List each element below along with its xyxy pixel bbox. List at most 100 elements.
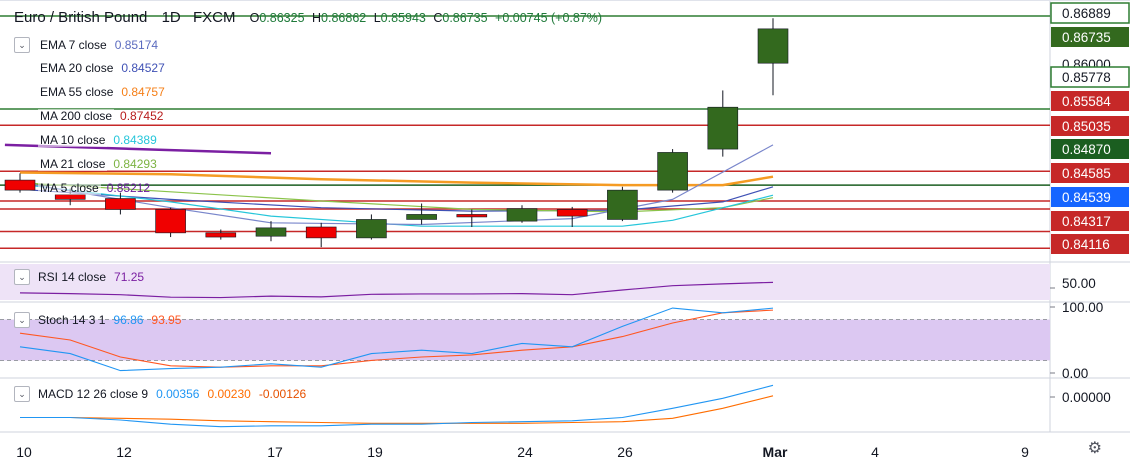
price-label: 0.84585: [1051, 163, 1129, 183]
indicator-label: EMA 7 close: [38, 38, 109, 52]
price-label: 0.85584: [1051, 91, 1129, 111]
chevron-down-icon[interactable]: ⌄: [14, 37, 30, 53]
candle-body: [456, 214, 488, 218]
macd-line: [20, 384, 774, 428]
ma-line: [19, 144, 774, 226]
gear-icon[interactable]: ⚙: [1087, 440, 1102, 457]
indicator-legend-item[interactable]: MA 5 close 0.85212: [14, 178, 150, 198]
stoch-k-line: [19, 307, 774, 372]
exchange: FXCM: [192, 9, 236, 26]
indicator-label: MA 21 close: [38, 157, 108, 171]
indicator-value: 0.84757: [121, 85, 165, 99]
candle-body: [506, 208, 538, 222]
price-label-bg: [1051, 91, 1129, 111]
rsi-line: [19, 281, 774, 299]
indicator-label: MA 10 close: [38, 133, 108, 147]
symbol-name[interactable]: Euro / British Pound: [14, 9, 148, 26]
symbol-header: Euro / British Pound 1D FXCM O0.86325 H0…: [14, 9, 602, 26]
time-axis-label: 19: [367, 444, 383, 460]
time-axis-label: 10: [16, 444, 32, 460]
indicator-value: 0.87452: [120, 109, 164, 123]
price-label: 0.86735: [1051, 27, 1129, 47]
stoch-legend[interactable]: ⌄ Stoch 14 3 1 96.86 93.95: [14, 312, 181, 328]
ohlc-values: O0.86325 H0.86862 L0.85943 C0.86735 +0.0…: [249, 11, 603, 25]
price-label: 0.85778: [1050, 66, 1130, 88]
candle-body: [607, 189, 638, 220]
rsi-band: [0, 264, 1050, 300]
price-label-text: 0.86889: [1062, 6, 1111, 21]
candle-body: [205, 232, 237, 238]
pane-axis-label: 100.00: [1062, 300, 1103, 315]
chevron-down-icon[interactable]: ⌄: [14, 386, 30, 402]
price-label: 0.84116: [1051, 234, 1129, 254]
candle-body: [105, 198, 136, 210]
candles: [4, 18, 789, 248]
indicator-label: EMA 20 close: [38, 61, 116, 75]
candle-body: [255, 227, 287, 237]
price-label: 0.86889: [1050, 2, 1130, 24]
price-label-bg: [1051, 211, 1129, 231]
price-label-text: 0.84870: [1062, 142, 1111, 157]
price-label-bg: [1050, 2, 1130, 24]
time-axis-label: 9: [1021, 444, 1029, 460]
indicator-legend-item[interactable]: MA 21 close 0.84293: [14, 154, 157, 174]
candle-body: [305, 226, 337, 239]
time-axis: 10 12 17 19 24 26 Mar 4 9: [16, 444, 1029, 460]
rsi-legend[interactable]: ⌄ RSI 14 close 71.25: [14, 269, 144, 285]
candle-body: [556, 209, 588, 217]
stoch-d-line: [19, 309, 774, 368]
pane-axis-label: 50.00: [1062, 276, 1096, 291]
ma-line: [19, 171, 774, 187]
price-label-text: 0.84539: [1062, 190, 1111, 205]
indicator-panes: [0, 264, 1050, 428]
price-label-bg: [1051, 234, 1129, 254]
indicator-value: 0.84293: [113, 157, 157, 171]
indicator-legend-item[interactable]: MA 200 close 0.87452: [14, 106, 163, 126]
price-label: 0.84539: [1051, 187, 1129, 207]
indicator-legend-item[interactable]: EMA 20 close 0.84527: [14, 58, 165, 78]
price-label-text: 0.84317: [1062, 214, 1111, 229]
interval[interactable]: 1D: [161, 9, 181, 26]
macd-signal-line: [20, 395, 774, 424]
price-label-text: 0.85584: [1062, 94, 1111, 109]
indicator-label: MA 5 close: [38, 181, 101, 195]
candle-body: [757, 28, 789, 64]
price-label: 0.84870: [1051, 139, 1129, 159]
pane-axis-label: 0.00000: [1062, 390, 1111, 405]
candle-body: [4, 179, 36, 191]
indicator-legend-item[interactable]: ⌄ EMA 7 close 0.85174: [14, 35, 158, 55]
price-label-bg: [1051, 139, 1129, 159]
price-label-bg: [1051, 163, 1129, 183]
indicator-legend-item[interactable]: MA 10 close 0.84389: [14, 130, 157, 150]
indicator-legend-item[interactable]: EMA 55 close 0.84757: [14, 82, 165, 102]
time-axis-label: 26: [617, 444, 633, 460]
price-label-bg: [1050, 66, 1130, 88]
price-label-text: 0.84585: [1062, 166, 1111, 181]
stoch-band: [0, 319, 1050, 361]
indicator-value: 0.84527: [121, 61, 165, 75]
price-label-text: 0.85778: [1062, 70, 1111, 85]
indicator-label: MA 200 close: [38, 109, 115, 123]
time-axis-label: 12: [116, 444, 132, 460]
ma-line: [19, 183, 774, 227]
chevron-down-icon[interactable]: ⌄: [14, 312, 30, 328]
time-axis-label: Mar: [763, 444, 788, 460]
price-label-text: 0.85035: [1062, 119, 1111, 134]
time-axis-label: 4: [871, 444, 879, 460]
chevron-down-icon[interactable]: ⌄: [14, 269, 30, 285]
candle-body: [356, 219, 387, 239]
candle-body: [155, 209, 186, 234]
indicator-value: 0.85174: [114, 38, 159, 52]
price-axis: 0.868890.867350.860000.857780.855840.850…: [1050, 2, 1130, 405]
candle-body: [707, 106, 739, 150]
indicator-label: EMA 55 close: [38, 85, 116, 99]
time-axis-label: 24: [517, 444, 533, 460]
price-label: 0.84317: [1051, 211, 1129, 231]
macd-legend[interactable]: ⌄ MACD 12 26 close 9 0.00356 0.00230 -0.…: [14, 386, 306, 402]
price-label-bg: [1051, 116, 1129, 136]
time-axis-label: 17: [267, 444, 283, 460]
price-label-bg: [1051, 27, 1129, 47]
price-label-text: 0.86735: [1062, 30, 1111, 45]
price-label-text: 0.84116: [1062, 237, 1110, 252]
